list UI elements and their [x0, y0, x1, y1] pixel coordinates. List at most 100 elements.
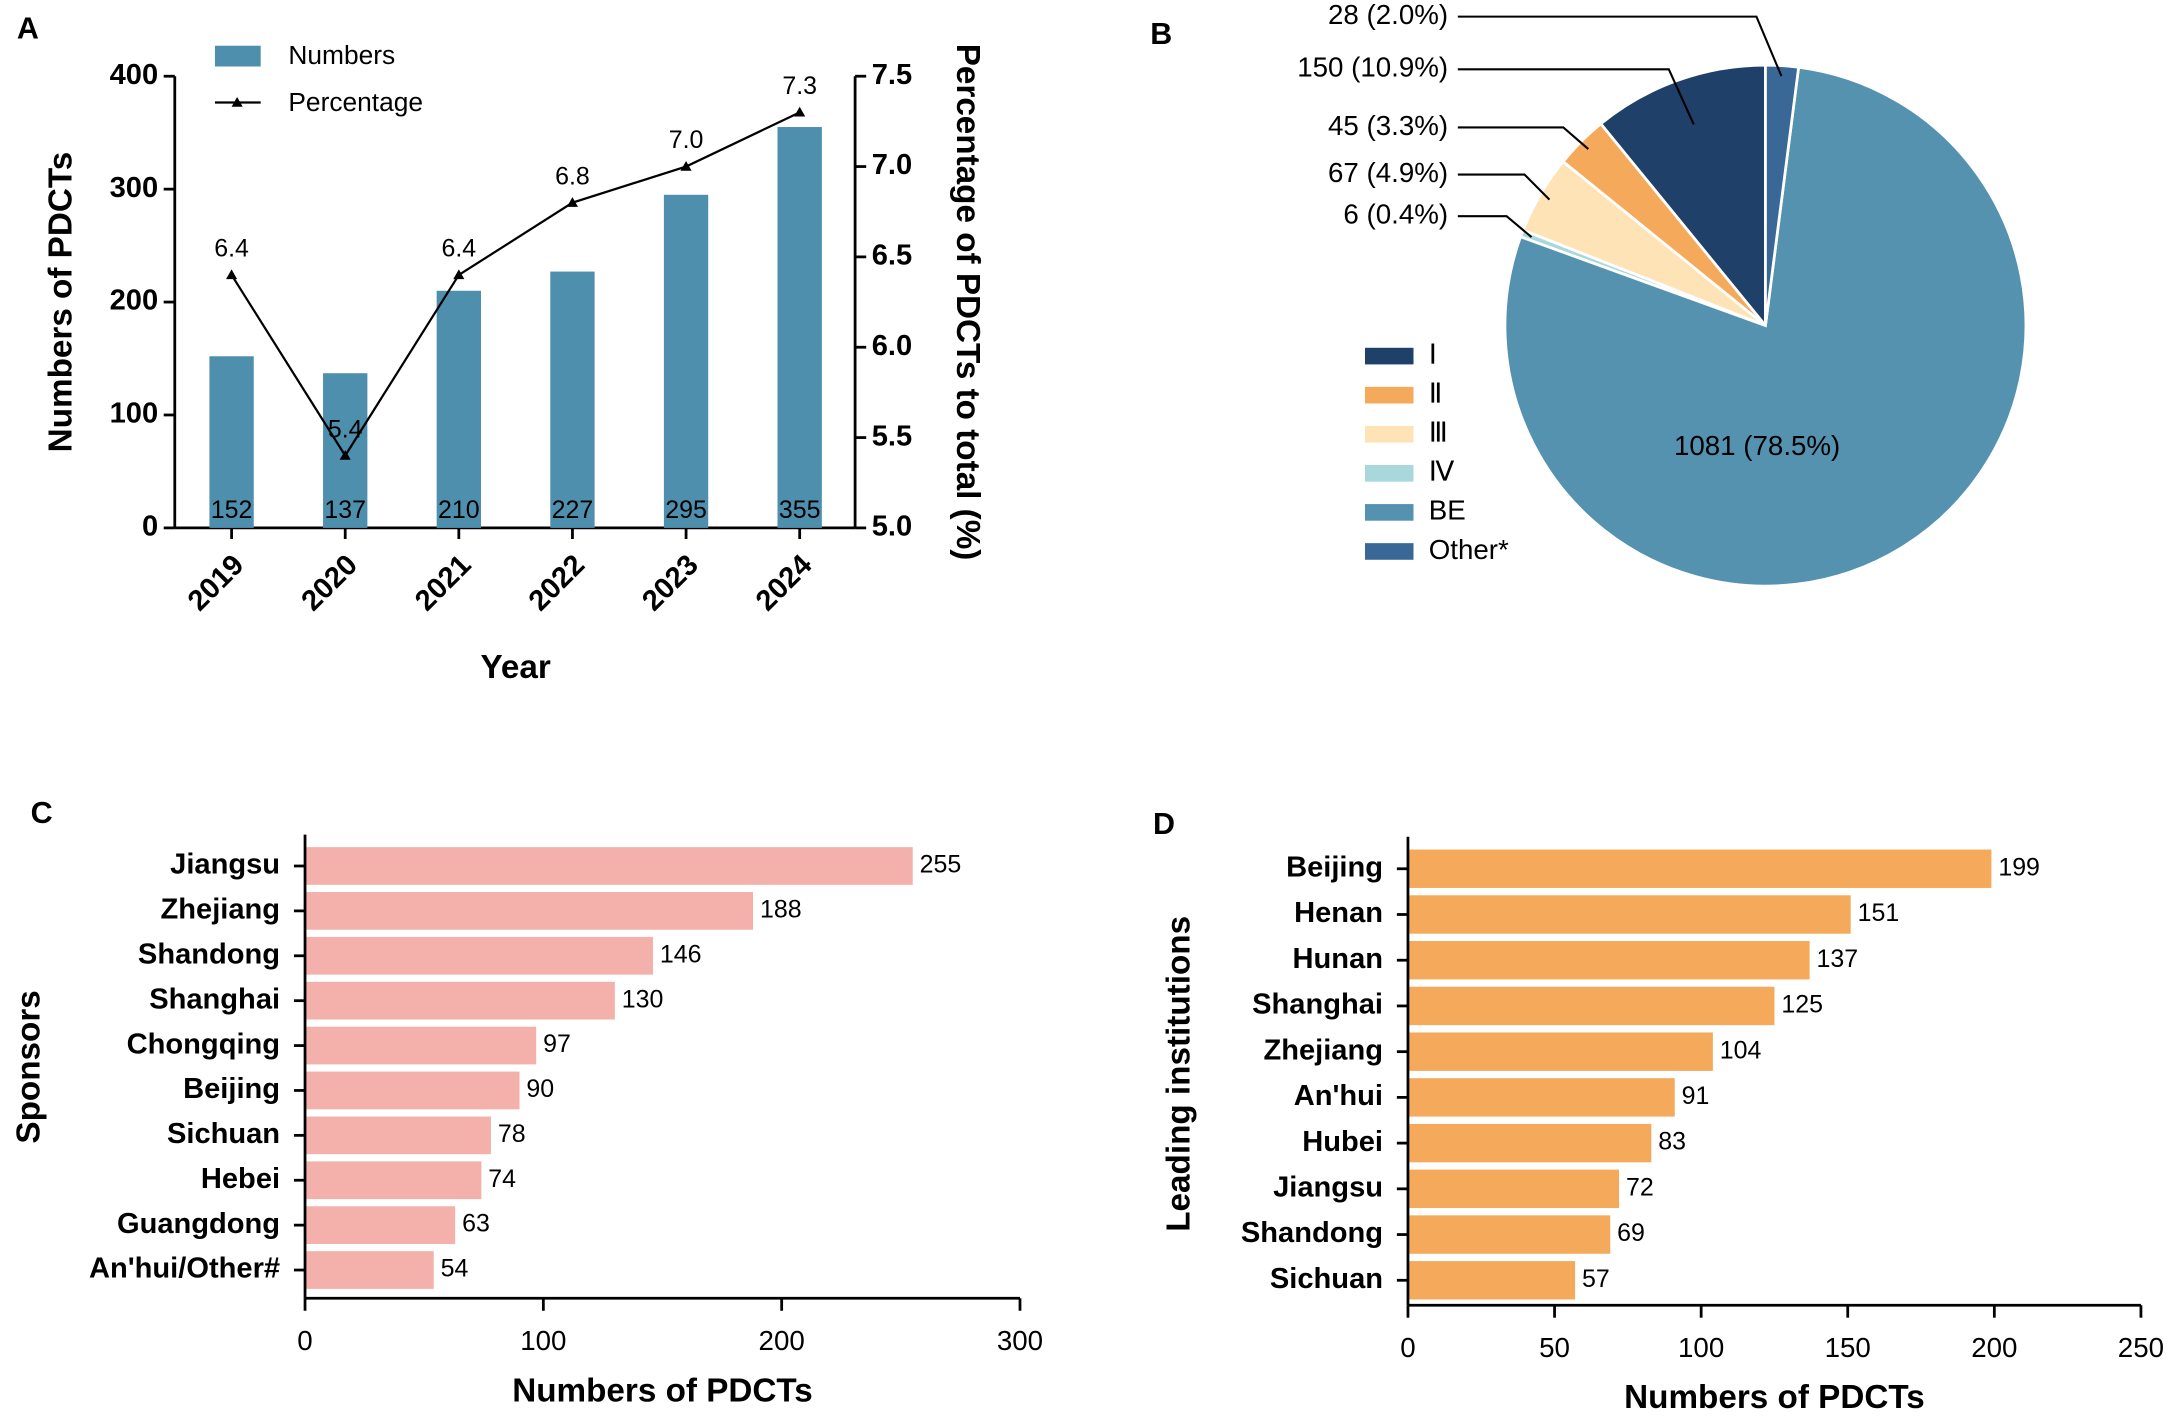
bar-label: 97 [543, 1030, 571, 1058]
y-tick-label: Shanghai [149, 983, 280, 1015]
bar [305, 1071, 520, 1110]
bar-label: 146 [660, 940, 702, 968]
legend-label: Ⅲ [1429, 417, 1448, 448]
bar-label: 188 [760, 895, 802, 923]
x-tick-label: 200 [1971, 1332, 2017, 1363]
bar [1407, 895, 1851, 934]
point-label: 6.8 [555, 162, 590, 190]
point-label: 6.4 [214, 235, 249, 263]
bar [1407, 1032, 1713, 1071]
marker [226, 269, 238, 280]
bar-label: 137 [1817, 945, 1859, 973]
marker [794, 106, 806, 117]
leader-line [1457, 215, 1533, 238]
y-tick-label: 0 [142, 511, 158, 543]
bar-label: 151 [1858, 899, 1900, 927]
y2-tick-label: 5.5 [872, 420, 912, 452]
bar [1407, 849, 1992, 888]
legend-label: Ⅰ [1429, 338, 1437, 369]
bar-label: 255 [920, 851, 962, 879]
legend-label: Ⅳ [1429, 456, 1455, 487]
legend-label: Other* [1429, 534, 1509, 565]
point-label: 7.3 [782, 72, 817, 100]
slice-label: 150 (10.9%) [1297, 52, 1448, 83]
bar-label: 74 [488, 1165, 516, 1193]
slice-label: 6 (0.4%) [1343, 198, 1448, 229]
point-label: 5.4 [328, 415, 363, 443]
pie-slice [1764, 63, 1801, 326]
panel-label: A [17, 12, 39, 46]
bar [1407, 941, 1810, 980]
bar [305, 892, 754, 930]
legend-label: Percentage [288, 87, 423, 117]
bar [1407, 1215, 1611, 1254]
y-tick-label: Zhejiang [1263, 1034, 1383, 1066]
legend-label: Numbers [288, 40, 395, 70]
marker [453, 269, 465, 280]
y2-tick-label: 6.5 [872, 240, 912, 272]
y-tick-label: Hunan [1293, 943, 1383, 975]
leader-line [1457, 68, 1695, 125]
x-axis-title: Numbers of PDCTs [512, 1372, 813, 1409]
bar [550, 271, 595, 528]
slice-label: 67 (4.9%) [1328, 157, 1448, 188]
bar [663, 194, 709, 528]
y2-tick-label: 6.0 [872, 330, 912, 362]
y-tick-label: An'hui/Other# [89, 1253, 280, 1285]
panel-label: C [31, 796, 53, 830]
legend-swatch [1365, 347, 1414, 365]
x-axis-title: Year [480, 649, 550, 686]
leader-line [1457, 15, 1783, 77]
y-tick-label: Sichuan [1270, 1263, 1383, 1295]
x-tick-label: 2023 [636, 549, 704, 617]
line [230, 111, 801, 458]
bar [305, 1251, 434, 1289]
x-tick-label: 100 [520, 1325, 566, 1356]
legend-marker [231, 96, 243, 107]
panel-label: B [1150, 17, 1172, 51]
y-tick-label: Sichuan [167, 1118, 280, 1150]
y-tick-label: Beijing [1286, 851, 1383, 883]
marker [566, 197, 578, 207]
bar [1407, 1078, 1675, 1117]
bar-label: 72 [1626, 1173, 1654, 1201]
slice-label: 45 (3.3%) [1328, 110, 1448, 141]
pie-slice [1598, 63, 1767, 330]
bar [1407, 1169, 1620, 1209]
bar-label: 137 [324, 496, 366, 524]
y-tick-label: Hubei [1302, 1126, 1383, 1158]
bar [436, 290, 481, 528]
legend-swatch [1365, 465, 1414, 482]
bar [305, 936, 653, 975]
x-tick-label: 2019 [182, 549, 250, 617]
y-tick-label: 400 [110, 59, 159, 91]
point-label: 6.4 [441, 235, 476, 263]
bar [305, 847, 913, 885]
y-tick-label: Guangdong [117, 1208, 280, 1240]
marker [680, 161, 692, 171]
slice-label: 1081 (78.5%) [1674, 430, 1840, 461]
y-axis-title: Leading institutions [1161, 916, 1198, 1232]
y-tick-label: Jiangsu [1273, 1172, 1383, 1204]
bar-label: 90 [526, 1075, 554, 1103]
x-tick-label: 0 [297, 1325, 312, 1356]
slice-label: 28 (2.0%) [1328, 0, 1448, 30]
point-label: 7.0 [669, 126, 704, 154]
bar [1407, 1261, 1576, 1300]
bar-label: 295 [665, 496, 707, 524]
bar [305, 1161, 482, 1200]
bar-label: 69 [1617, 1219, 1645, 1247]
y2-tick-label: 7.0 [872, 149, 912, 181]
bar [777, 127, 822, 528]
legend-swatch [1365, 504, 1414, 521]
x-tick-label: 100 [1678, 1332, 1724, 1363]
x-tick-label: 50 [1539, 1332, 1570, 1363]
y2-tick-label: 5.0 [872, 511, 912, 543]
y-tick-label: Zhejiang [161, 894, 281, 926]
y-axis-title: Sponsors [10, 990, 47, 1143]
bar-label: 63 [462, 1210, 490, 1238]
bar-label: 130 [622, 985, 664, 1013]
leader-line [1457, 173, 1551, 201]
x-tick-label: 150 [1825, 1332, 1871, 1363]
